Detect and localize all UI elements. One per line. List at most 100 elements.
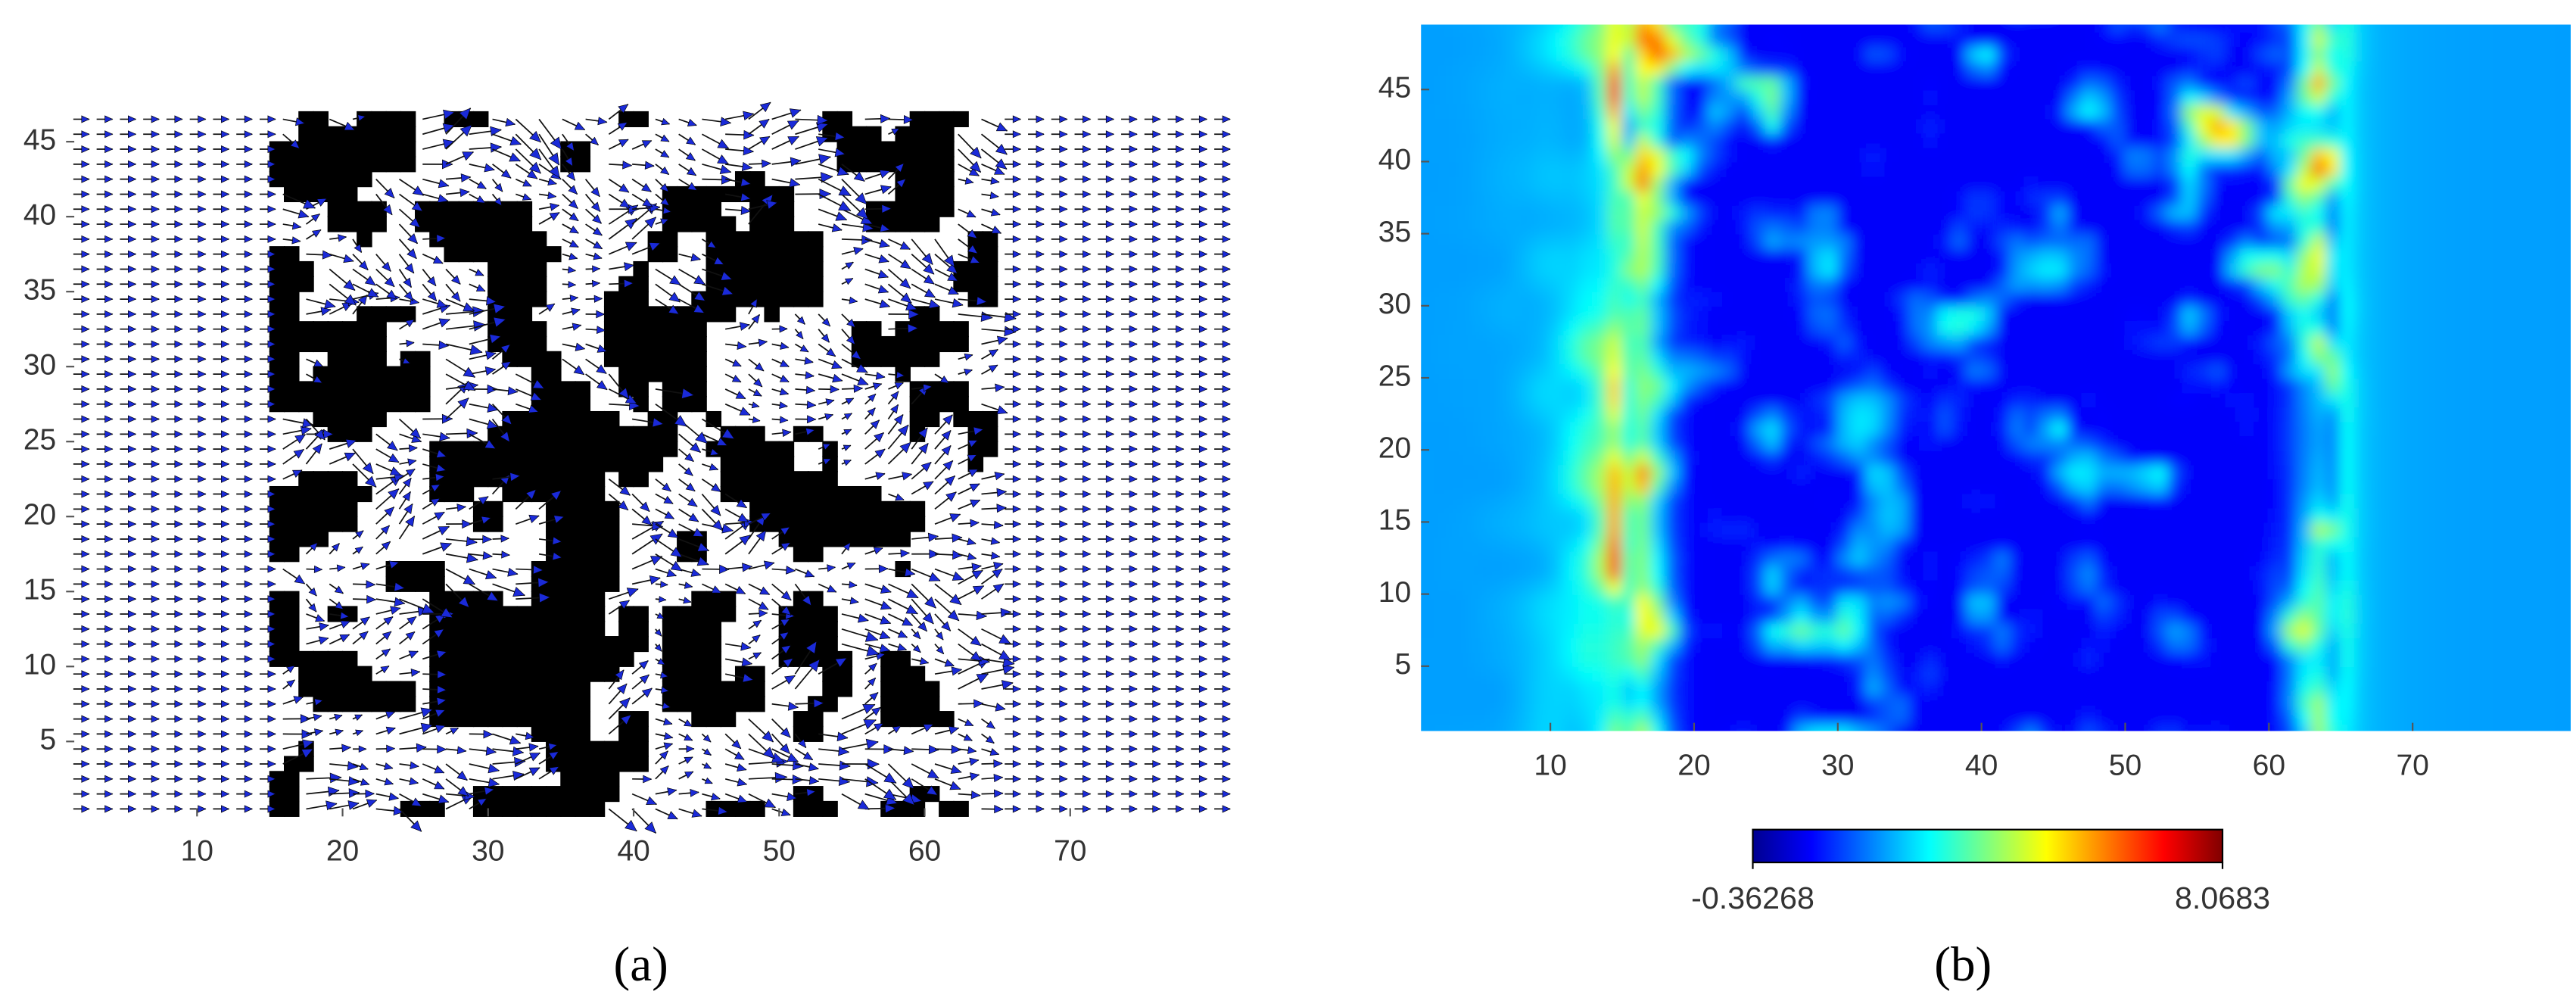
solid-cell (516, 681, 533, 697)
arrow-head (1105, 745, 1115, 753)
arrow-head (198, 160, 207, 168)
arrow-head (664, 510, 675, 519)
arrow-head (879, 223, 891, 232)
arrow-head (174, 115, 183, 123)
heat-cell (1492, 578, 1509, 595)
solid-cell (531, 321, 547, 338)
solid-cell (458, 681, 475, 697)
arrow-head (996, 335, 1008, 345)
arrow-head (438, 318, 450, 328)
solid-cell (444, 681, 459, 697)
arrow-head (780, 605, 792, 616)
arrow-head (104, 805, 114, 813)
arrow-head (104, 595, 114, 603)
solid-cell (793, 636, 809, 653)
arrow-head (900, 549, 911, 558)
arrow-head (104, 130, 114, 139)
heat-cell (1434, 117, 1451, 134)
arrow-head (548, 152, 560, 166)
arrow-head (1129, 205, 1138, 214)
arrow-head (529, 130, 541, 143)
solid-cell (502, 621, 518, 638)
arrow-head (779, 631, 790, 641)
arrow-head (742, 563, 753, 572)
arrow-head (476, 180, 487, 189)
arrow-head (1082, 340, 1092, 348)
solid-cell (502, 216, 518, 232)
solid-cell (487, 666, 503, 682)
solid-cell (909, 666, 926, 682)
solid-cell (793, 516, 809, 532)
arrow-head (174, 160, 183, 168)
arrow-head (660, 218, 669, 226)
arrow-head (548, 743, 558, 751)
solid-cell (269, 381, 285, 398)
solid-cell (677, 606, 693, 622)
arrow-head (779, 359, 790, 367)
arrow-head (406, 248, 417, 260)
heat-cell (1492, 247, 1509, 263)
arrow-head (1082, 175, 1092, 183)
arrow-head (81, 130, 90, 139)
solid-cell (516, 321, 533, 338)
solid-cell (764, 246, 780, 263)
arrow-head (1198, 445, 1208, 454)
solid-cell (734, 260, 751, 278)
solid-cell (706, 410, 722, 428)
arrow-head (267, 220, 276, 229)
solid-cell (415, 216, 431, 232)
solid-cell (677, 650, 693, 667)
heat-cell (1449, 117, 1466, 134)
arrow-head (654, 644, 662, 652)
arrow-head (127, 715, 137, 723)
arrow-head (494, 197, 503, 207)
arrow-head (484, 570, 497, 580)
arrow-head (244, 790, 254, 798)
arrow-head (221, 759, 230, 768)
arrow-head (104, 280, 114, 288)
arrow-head (244, 625, 254, 633)
solid-cell (487, 231, 503, 248)
solid-cell (472, 681, 489, 697)
arrow-head (477, 798, 487, 807)
arrow-head (450, 728, 459, 735)
arrow-head (420, 722, 434, 734)
solid-cell (283, 156, 300, 173)
heat-cell (1478, 261, 1494, 278)
solid-cell (341, 681, 358, 697)
arrow-head (1036, 265, 1045, 273)
heat-cell (1492, 103, 1509, 120)
arrow-head (81, 505, 90, 513)
arrow-head (151, 625, 160, 633)
arrow-head (1222, 250, 1231, 258)
arrow-head (1222, 280, 1231, 288)
arrow-head (1129, 175, 1138, 183)
arrow-head (990, 537, 1001, 545)
arrow-head (1036, 325, 1045, 333)
heat-cell (1478, 276, 1494, 292)
arrow-head (427, 276, 437, 287)
arrow-head (1059, 655, 1068, 663)
solid-cell (749, 426, 765, 442)
heat-cell (1421, 607, 1437, 624)
solid-cell (487, 681, 503, 697)
solid-cell (764, 441, 780, 457)
solid-cell (618, 456, 634, 472)
heat-cell (1492, 24, 1509, 33)
heat-cell (1463, 232, 1480, 249)
arrow-head (104, 430, 114, 438)
solid-cell (472, 201, 489, 217)
arrow-head (198, 355, 207, 363)
heat-cell (1421, 492, 1437, 509)
solid-cell (734, 291, 751, 307)
arrow-head (267, 759, 276, 768)
solid-cell (415, 381, 431, 398)
solid-cell (734, 441, 751, 457)
arrow-head (1198, 745, 1208, 753)
solid-cell (764, 291, 780, 307)
arrow-head (1176, 775, 1185, 783)
arrow-head (244, 460, 254, 468)
arrow-head (568, 212, 579, 222)
arrow-head (838, 775, 851, 786)
solid-cell (283, 500, 300, 517)
